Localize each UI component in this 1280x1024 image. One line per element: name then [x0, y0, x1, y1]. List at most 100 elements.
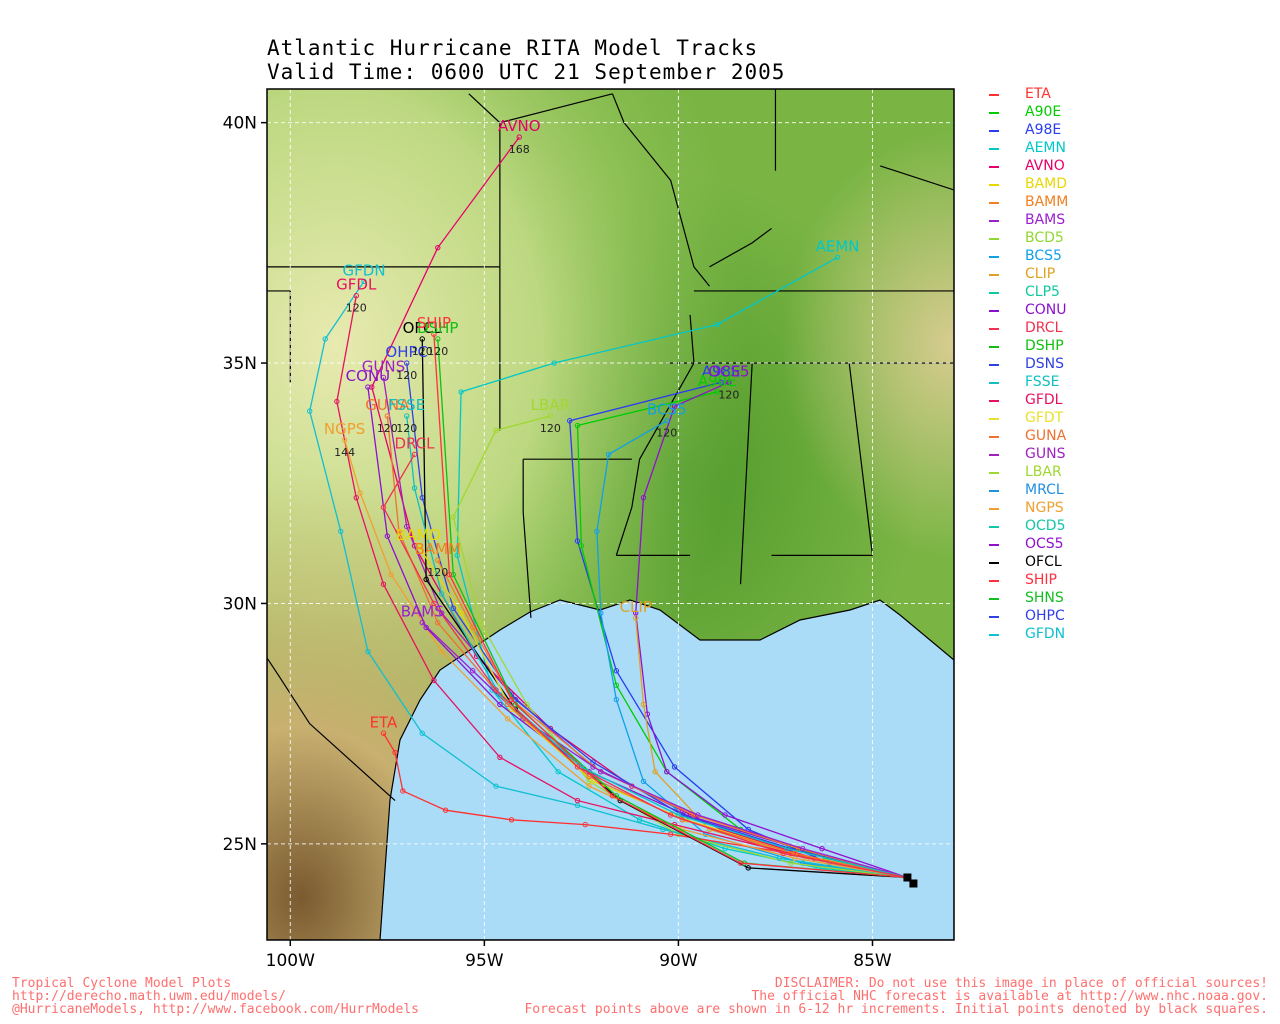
legend-label: BAMM	[1025, 194, 1069, 210]
legend-item: CONU	[985, 302, 1105, 320]
track-point	[341, 437, 348, 443]
track-point	[419, 336, 425, 342]
axis-ticks: 25N 30N 35N 40N 100W 95W 90W 85W	[223, 114, 892, 971]
track-point	[613, 668, 620, 674]
track-point	[411, 451, 418, 458]
track-point	[365, 648, 371, 655]
track-point	[613, 696, 620, 703]
legend-item: NGPS	[985, 500, 1105, 518]
track-point	[415, 543, 422, 549]
track-point	[361, 278, 367, 285]
track-end-label: BAMS	[401, 603, 444, 621]
track-end-label: A90E	[698, 372, 737, 390]
legend-label: CLP5	[1025, 284, 1060, 300]
legend-swatch	[989, 130, 999, 132]
track-end-hour: 120	[377, 422, 398, 435]
state-border	[739, 363, 753, 585]
track-point	[450, 605, 457, 611]
legend-label: OFCL	[1025, 554, 1062, 570]
track-end-hour: 120	[656, 427, 677, 440]
state-border	[267, 656, 396, 802]
legend-item: OCD5	[985, 518, 1105, 536]
track-end-label: LBAR	[531, 396, 570, 414]
legend-item: A90E	[985, 104, 1105, 122]
track-point	[477, 619, 484, 626]
track-point	[438, 648, 445, 655]
legend-label: GUNS	[1025, 446, 1066, 462]
legend-label: A98E	[1025, 122, 1062, 138]
track-end-label: OCS5	[708, 362, 749, 380]
legend-label: AEMN	[1025, 140, 1066, 156]
legend-label: BCS5	[1025, 248, 1062, 264]
track-end-hour: 120	[540, 422, 561, 435]
track-point	[636, 817, 643, 823]
track-point	[392, 749, 398, 756]
track-end-label: GUNA	[365, 396, 410, 414]
track-point	[633, 615, 639, 621]
track-end-hour: 120	[396, 369, 417, 382]
track-point	[590, 759, 596, 765]
track-point	[605, 451, 612, 458]
track-end-label: A98E	[702, 362, 741, 380]
track-end-label: ETA	[370, 713, 398, 731]
initial-position-square	[903, 873, 912, 882]
footer-right-2: The official NHC forecast is available a…	[751, 989, 1268, 1004]
legend-swatch	[989, 292, 999, 294]
state-border	[611, 93, 710, 287]
legend-swatch	[989, 184, 999, 186]
track-end-hour: 120	[412, 345, 433, 358]
legend-label: GFDN	[1025, 626, 1066, 642]
track-point	[520, 716, 526, 722]
track-point	[640, 494, 647, 501]
legend-swatch	[989, 238, 999, 240]
track-line-bams	[421, 622, 908, 879]
legend-item: OHPC	[985, 608, 1105, 626]
track-point	[667, 831, 674, 837]
track-line-ngps	[344, 439, 908, 879]
lon-tick-label: 95W	[465, 951, 504, 971]
map-frame	[266, 88, 955, 941]
footer-left-1: Tropical Cyclone Model Plots	[12, 976, 232, 991]
track-point	[788, 860, 794, 866]
track-point	[380, 504, 387, 510]
legend-swatch	[989, 364, 999, 366]
lon-tick-label: 90W	[659, 951, 698, 971]
track-point	[306, 408, 313, 414]
track-point	[834, 254, 841, 260]
legend-label: CLIP	[1025, 266, 1056, 282]
legend-item: BCS5	[985, 248, 1105, 266]
track-point	[380, 581, 387, 587]
track-point	[334, 398, 340, 405]
track-point	[493, 687, 499, 693]
legend-swatch	[989, 148, 999, 150]
track-point	[574, 764, 581, 770]
track-point	[640, 701, 647, 708]
track-end-label: GFDN	[343, 261, 386, 279]
legend-item: GUNA	[985, 428, 1105, 446]
track-point	[799, 860, 806, 866]
track-end-hour: 120	[346, 302, 367, 315]
model-legend: ETA A90E A98E AEMN AVNO BAMD BAMM BAMS BCD5 BCS5 C…	[985, 86, 1105, 644]
track-point	[667, 812, 674, 818]
track-point	[404, 413, 410, 419]
track-end-label: CONU	[346, 367, 390, 385]
legend-swatch	[989, 382, 999, 384]
legend-label: MRCL	[1025, 482, 1064, 498]
state-border	[615, 314, 695, 556]
track-point	[512, 701, 519, 708]
legend-item: LBAR	[985, 464, 1105, 482]
track-end-label: BAMM	[415, 540, 461, 558]
track-end-label: CLIP	[620, 598, 652, 616]
track-point	[489, 687, 495, 693]
legend-item: BAMM	[985, 194, 1105, 212]
track-point	[431, 677, 437, 684]
track-point	[508, 696, 515, 703]
legend-item: OFCL	[985, 554, 1105, 572]
track-end-hour: 120	[427, 345, 448, 358]
legend-label: GUNA	[1025, 428, 1067, 444]
legend-item: OCS5	[985, 536, 1105, 554]
lon-tick-label: 85W	[853, 951, 892, 971]
legend-label: AVNO	[1025, 158, 1065, 174]
track-point	[722, 812, 728, 818]
